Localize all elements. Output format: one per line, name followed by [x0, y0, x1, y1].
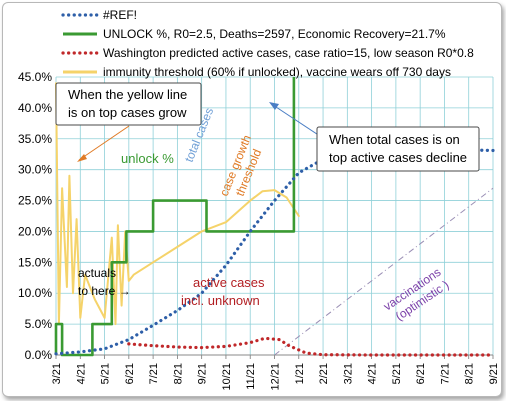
callout-box-left	[55, 82, 202, 126]
y-tick-label: 30.0%	[18, 163, 52, 177]
x-tick-label: 8/21	[464, 363, 476, 384]
series-immunity-line	[55, 82, 300, 326]
callout-yellow-line: When the yellow line is on top cases gro…	[55, 82, 202, 162]
y-tick-label: 10.0%	[18, 286, 52, 300]
callout-right-line1: When total cases is on	[329, 132, 460, 147]
y-tick-label: 5.0%	[25, 317, 53, 331]
y-tick-label: 40.0%	[18, 101, 52, 115]
x-tick-label: 11/21	[245, 363, 257, 390]
series-unlock-line	[54, 77, 296, 357]
y-tick-label: 20.0%	[18, 224, 52, 238]
y-axis-ticks: 0.0% 5.0% 10.0% 15.0% 20.0% 25.0% 30.0% 35.0% 40…	[18, 70, 52, 362]
callout-total-cases: When total cases is on top active cases …	[269, 102, 480, 172]
x-tick-label: 4/21	[367, 363, 379, 384]
y-tick-label: 15.0%	[18, 255, 52, 269]
callout-left-arrowhead	[77, 154, 87, 162]
label-active-1: active cases	[193, 275, 265, 290]
callout-left-line1: When the yellow line	[68, 87, 187, 102]
legend-label-washington: Washington predicted active cases, case …	[103, 46, 474, 60]
callout-left-arrow	[78, 125, 130, 161]
x-axis-ticks: 3/21 4/21 5/21 6/21 7/21 8/21 9/21 10/21 11/21 12…	[51, 354, 500, 391]
x-tick-label: 4/21	[75, 363, 87, 384]
legend-label-ref: #REF!	[103, 8, 137, 22]
x-tick-label: 9/21	[488, 363, 500, 384]
x-tick-label: 5/21	[100, 363, 112, 384]
legend: #REF! UNLOCK %, R0=2.5, Deaths=2597, Eco…	[61, 8, 474, 79]
legend-label-unlock: UNLOCK %, R0=2.5, Deaths=2597, Economic …	[103, 27, 446, 41]
legend-label-immunity: immunity threshold (60% if unlocked), va…	[103, 65, 451, 79]
label-actuals-2: to here →	[78, 284, 131, 298]
x-tick-label: 6/21	[124, 363, 136, 384]
label-unlock: unlock %	[121, 151, 174, 166]
y-tick-label: 35.0%	[18, 132, 52, 146]
x-tick-label: 3/21	[51, 363, 63, 384]
x-tick-label: 2/21	[318, 363, 330, 384]
callout-left-line2: is on top cases grow	[68, 105, 187, 120]
label-active-2: incl. unknown	[181, 293, 260, 308]
y-tick-label: 45.0%	[18, 70, 52, 84]
x-tick-label: 3/21	[342, 363, 354, 384]
x-tick-label: 7/21	[439, 363, 451, 384]
y-tick-label: 0.0%	[25, 348, 53, 362]
x-tick-label: 9/21	[197, 363, 209, 384]
callout-right-arrowhead	[269, 102, 279, 110]
x-tick-label: 5/21	[391, 363, 403, 384]
chart-frame: 0.0% 5.0% 10.0% 15.0% 20.0% 25.0% 30.0% 35.0% 40…	[2, 2, 502, 397]
callout-right-line2: top active cases decline	[329, 150, 467, 165]
label-actuals-1: actuals	[78, 266, 116, 280]
x-tick-label: 7/21	[148, 363, 160, 384]
chart-svg: 0.0% 5.0% 10.0% 15.0% 20.0% 25.0% 30.0% 35.0% 40…	[18, 8, 500, 391]
callout-box-right	[316, 126, 480, 172]
x-tick-label: 10/21	[221, 363, 233, 391]
y-tick-label: 25.0%	[18, 194, 52, 208]
x-tick-label: 8/21	[172, 363, 184, 384]
x-tick-label: 6/21	[415, 363, 427, 384]
x-tick-label: 12/21	[270, 363, 282, 391]
x-tick-label: 1/21	[294, 363, 306, 384]
